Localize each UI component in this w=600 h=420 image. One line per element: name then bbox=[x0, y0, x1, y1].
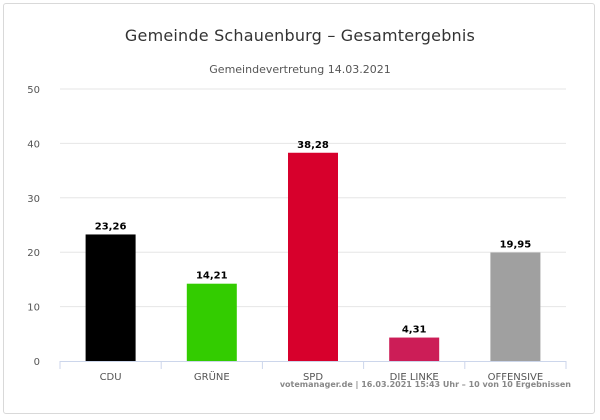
category-label: SPD bbox=[303, 372, 323, 383]
bar-0 bbox=[85, 234, 136, 361]
value-label: 19,95 bbox=[500, 239, 532, 250]
bar-3 bbox=[389, 337, 440, 361]
bar-2 bbox=[288, 152, 338, 361]
value-label: 23,26 bbox=[95, 221, 127, 232]
category-label: GRÜNE bbox=[194, 370, 230, 383]
y-tick-label: 50 bbox=[27, 85, 40, 96]
category-label: DIE LINKE bbox=[390, 372, 439, 383]
category-label: CDU bbox=[100, 372, 122, 383]
y-tick-label: 40 bbox=[27, 139, 40, 150]
y-tick-label: 30 bbox=[27, 194, 40, 205]
bar-1 bbox=[186, 283, 237, 361]
y-tick-label: 0 bbox=[34, 357, 40, 368]
value-label: 38,28 bbox=[297, 140, 329, 151]
value-label: 14,21 bbox=[196, 271, 228, 282]
category-label: OFFENSIVE bbox=[488, 372, 544, 383]
chart-subtitle: Gemeindevertretung 14.03.2021 bbox=[209, 63, 391, 76]
value-label: 4,31 bbox=[402, 325, 427, 336]
footer-source: votemanager.de | 16.03.2021 15:43 Uhr – … bbox=[279, 380, 571, 389]
y-tick-label: 20 bbox=[27, 248, 40, 259]
y-tick-label: 10 bbox=[27, 303, 40, 314]
bar-4 bbox=[490, 252, 541, 361]
chart-title: Gemeinde Schauenburg – Gesamtergebnis bbox=[124, 26, 476, 45]
